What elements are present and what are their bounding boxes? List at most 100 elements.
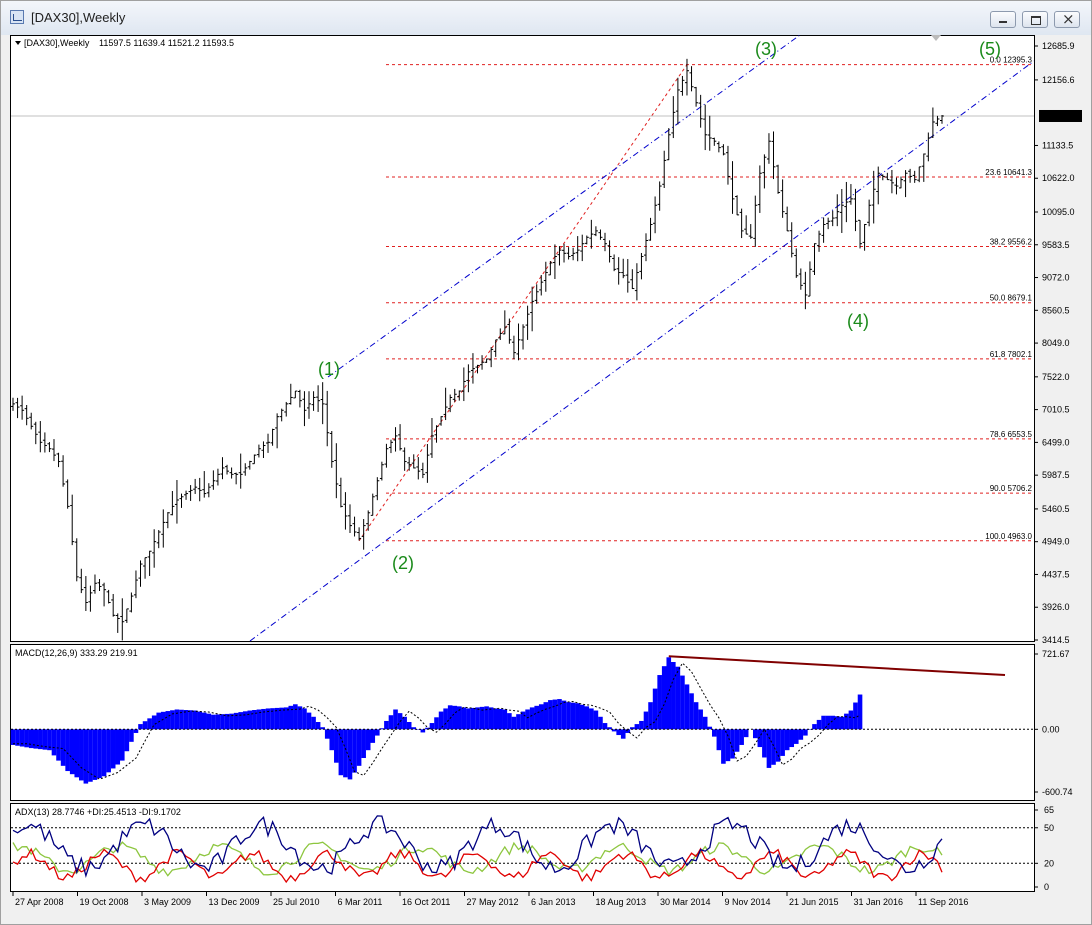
adx-axis-label: 0 [1044,882,1049,892]
macd-bar [15,729,20,746]
macd-bar [466,708,471,730]
macd-bar [42,729,48,750]
macd-bar [502,709,508,730]
adx-layer [11,815,1034,884]
close-button[interactable] [1054,10,1080,28]
price-panel[interactable] [10,35,1035,642]
macd-bar [119,729,125,761]
macd-bar [206,713,212,730]
macd-bar [484,706,489,730]
macd-bar [183,710,189,730]
macd-bar [38,729,43,750]
macd-bar [511,716,517,730]
macd-bar [220,714,225,730]
macd-bar [784,729,790,751]
adx-axis-label: 65 [1044,805,1054,815]
macd-bar [766,729,772,768]
time-axis-label: 30 Mar 2014 [660,897,711,907]
time-axis-label: 25 Jul 2010 [273,897,320,907]
macd-bar [215,714,221,730]
macd-bar [538,704,544,730]
macd-bar [548,700,553,730]
macd-bar [602,723,608,730]
macd-bar [534,705,540,730]
macd-bar [411,727,417,730]
macd-bar [402,716,407,730]
macd-bar [24,729,29,748]
wave-label: (3) [755,39,777,59]
minimize-button[interactable] [990,11,1016,28]
price-axis-label: 4949.0 [1042,537,1070,547]
macd-bar [229,713,234,730]
macd-bar [19,729,25,747]
price-axis-label: 8049.0 [1042,338,1070,348]
macd-bar [406,722,412,730]
macd-signal-line [13,662,861,780]
macd-bar [516,714,521,730]
macd-bar [201,712,207,730]
macd-bar [224,713,230,730]
macd-bar [739,729,744,745]
macd-bar [434,717,439,730]
macd-bar [584,706,590,730]
channel-upper-line [327,35,801,378]
macd-bar [106,729,111,773]
macd-bar [839,716,845,730]
window-titlebar[interactable]: [DAX30],Weekly [1,1,1091,35]
macd-bar [780,729,785,756]
price-axis-label: 4437.5 [1042,569,1070,579]
macd-bar [625,729,631,733]
macd-bar [233,712,239,730]
macd-bar [812,724,817,730]
macd-bar [429,723,435,730]
time-axis-label: 31 Jan 2016 [854,897,904,907]
price-axis-label: 8560.5 [1042,305,1070,315]
restore-button[interactable] [1022,11,1048,28]
time-axis-label: 9 Nov 2014 [725,897,771,907]
macd-bar [438,711,444,730]
macd-bar [261,708,266,730]
macd-bar [834,716,840,730]
macd-bar [60,729,66,766]
macd-bar [343,729,348,778]
macd-bar [147,718,152,730]
macd-bar [657,675,662,730]
time-axis-label: 11 Sep 2016 [918,897,968,907]
macd-bar [620,729,626,739]
macd-bar [529,707,535,730]
chart-shift-marker-icon[interactable] [931,35,941,41]
macd-bar [28,729,34,749]
macd-bar [306,712,312,730]
macd-bar [79,729,84,781]
macd-bar [730,729,735,759]
macd-bar [684,684,690,730]
macd-bar [734,729,740,752]
macd-bar [69,729,75,775]
macd-bar [156,712,162,730]
chart-menu-triangle-icon[interactable] [15,41,21,45]
time-axis-label: 19 Oct 2008 [80,897,129,907]
macd-bar [743,729,749,738]
macd-bar [415,729,421,730]
macd-bar [74,729,80,778]
macd-bar [680,675,685,730]
macd-bar [816,719,822,730]
chart-window-icon [10,10,24,24]
macd-bar [520,711,526,730]
macd-bar [803,729,808,736]
chart-area[interactable]: 0.0 12395.3 23.6 10641.3 38.2 9556.2 50.0 8… [10,35,1084,917]
macd-bar [616,729,621,736]
macd-bar [607,727,612,730]
macd-bar [384,720,389,730]
macd-bar [101,729,107,777]
macd-bar [648,702,653,730]
macd-bar [242,711,248,730]
macd-bar [124,729,130,752]
macd-divergence-line [668,655,1006,677]
time-axis-label: 21 Jun 2015 [789,897,839,907]
fib-level-label: 50.0 8679.1 [990,294,1033,303]
macd-bar [356,729,362,766]
macd-bar [570,702,576,730]
macd-bar [33,729,39,749]
macd-bar [88,729,93,782]
